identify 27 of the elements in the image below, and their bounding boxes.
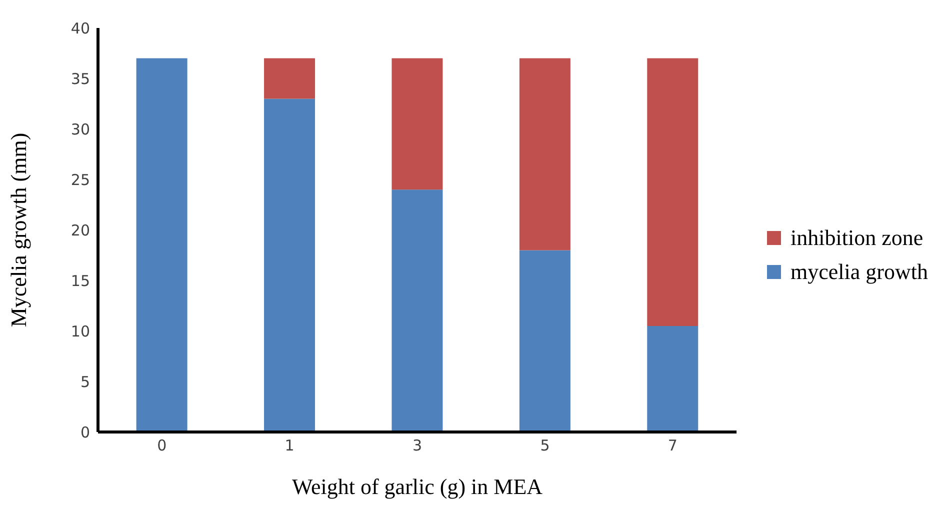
legend-label: inhibition zone [790,225,924,251]
legend-label: mycelia growth [790,259,928,285]
x-tick-label: 3 [412,436,422,455]
x-tick-label: 7 [668,436,678,455]
bar [647,326,698,432]
x-axis-title: Weight of garlic (g) in MEA [292,474,543,499]
bar [392,58,443,190]
x-tick-label: 5 [540,436,550,455]
x-tick-label: 0 [157,436,167,455]
y-tick-label: 0 [80,423,90,442]
y-tick-label: 35 [70,70,90,88]
bar [519,58,570,250]
bar [136,58,188,432]
y-tick-label: 25 [70,170,90,189]
bar [392,190,443,432]
x-tick-label: 1 [284,436,294,455]
bar [264,98,316,432]
bar [647,58,698,326]
y-tick-label: 15 [70,272,90,290]
y-tick-label: 40 [70,19,90,38]
y-tick-label: 30 [70,120,90,138]
bar [264,58,316,99]
y-axis-title: Mycelia growth (mm) [6,132,31,328]
y-tick-label: 20 [70,221,90,240]
y-tick-label: 10 [70,322,90,340]
bar [519,250,570,432]
y-tick-label: 5 [80,372,90,391]
